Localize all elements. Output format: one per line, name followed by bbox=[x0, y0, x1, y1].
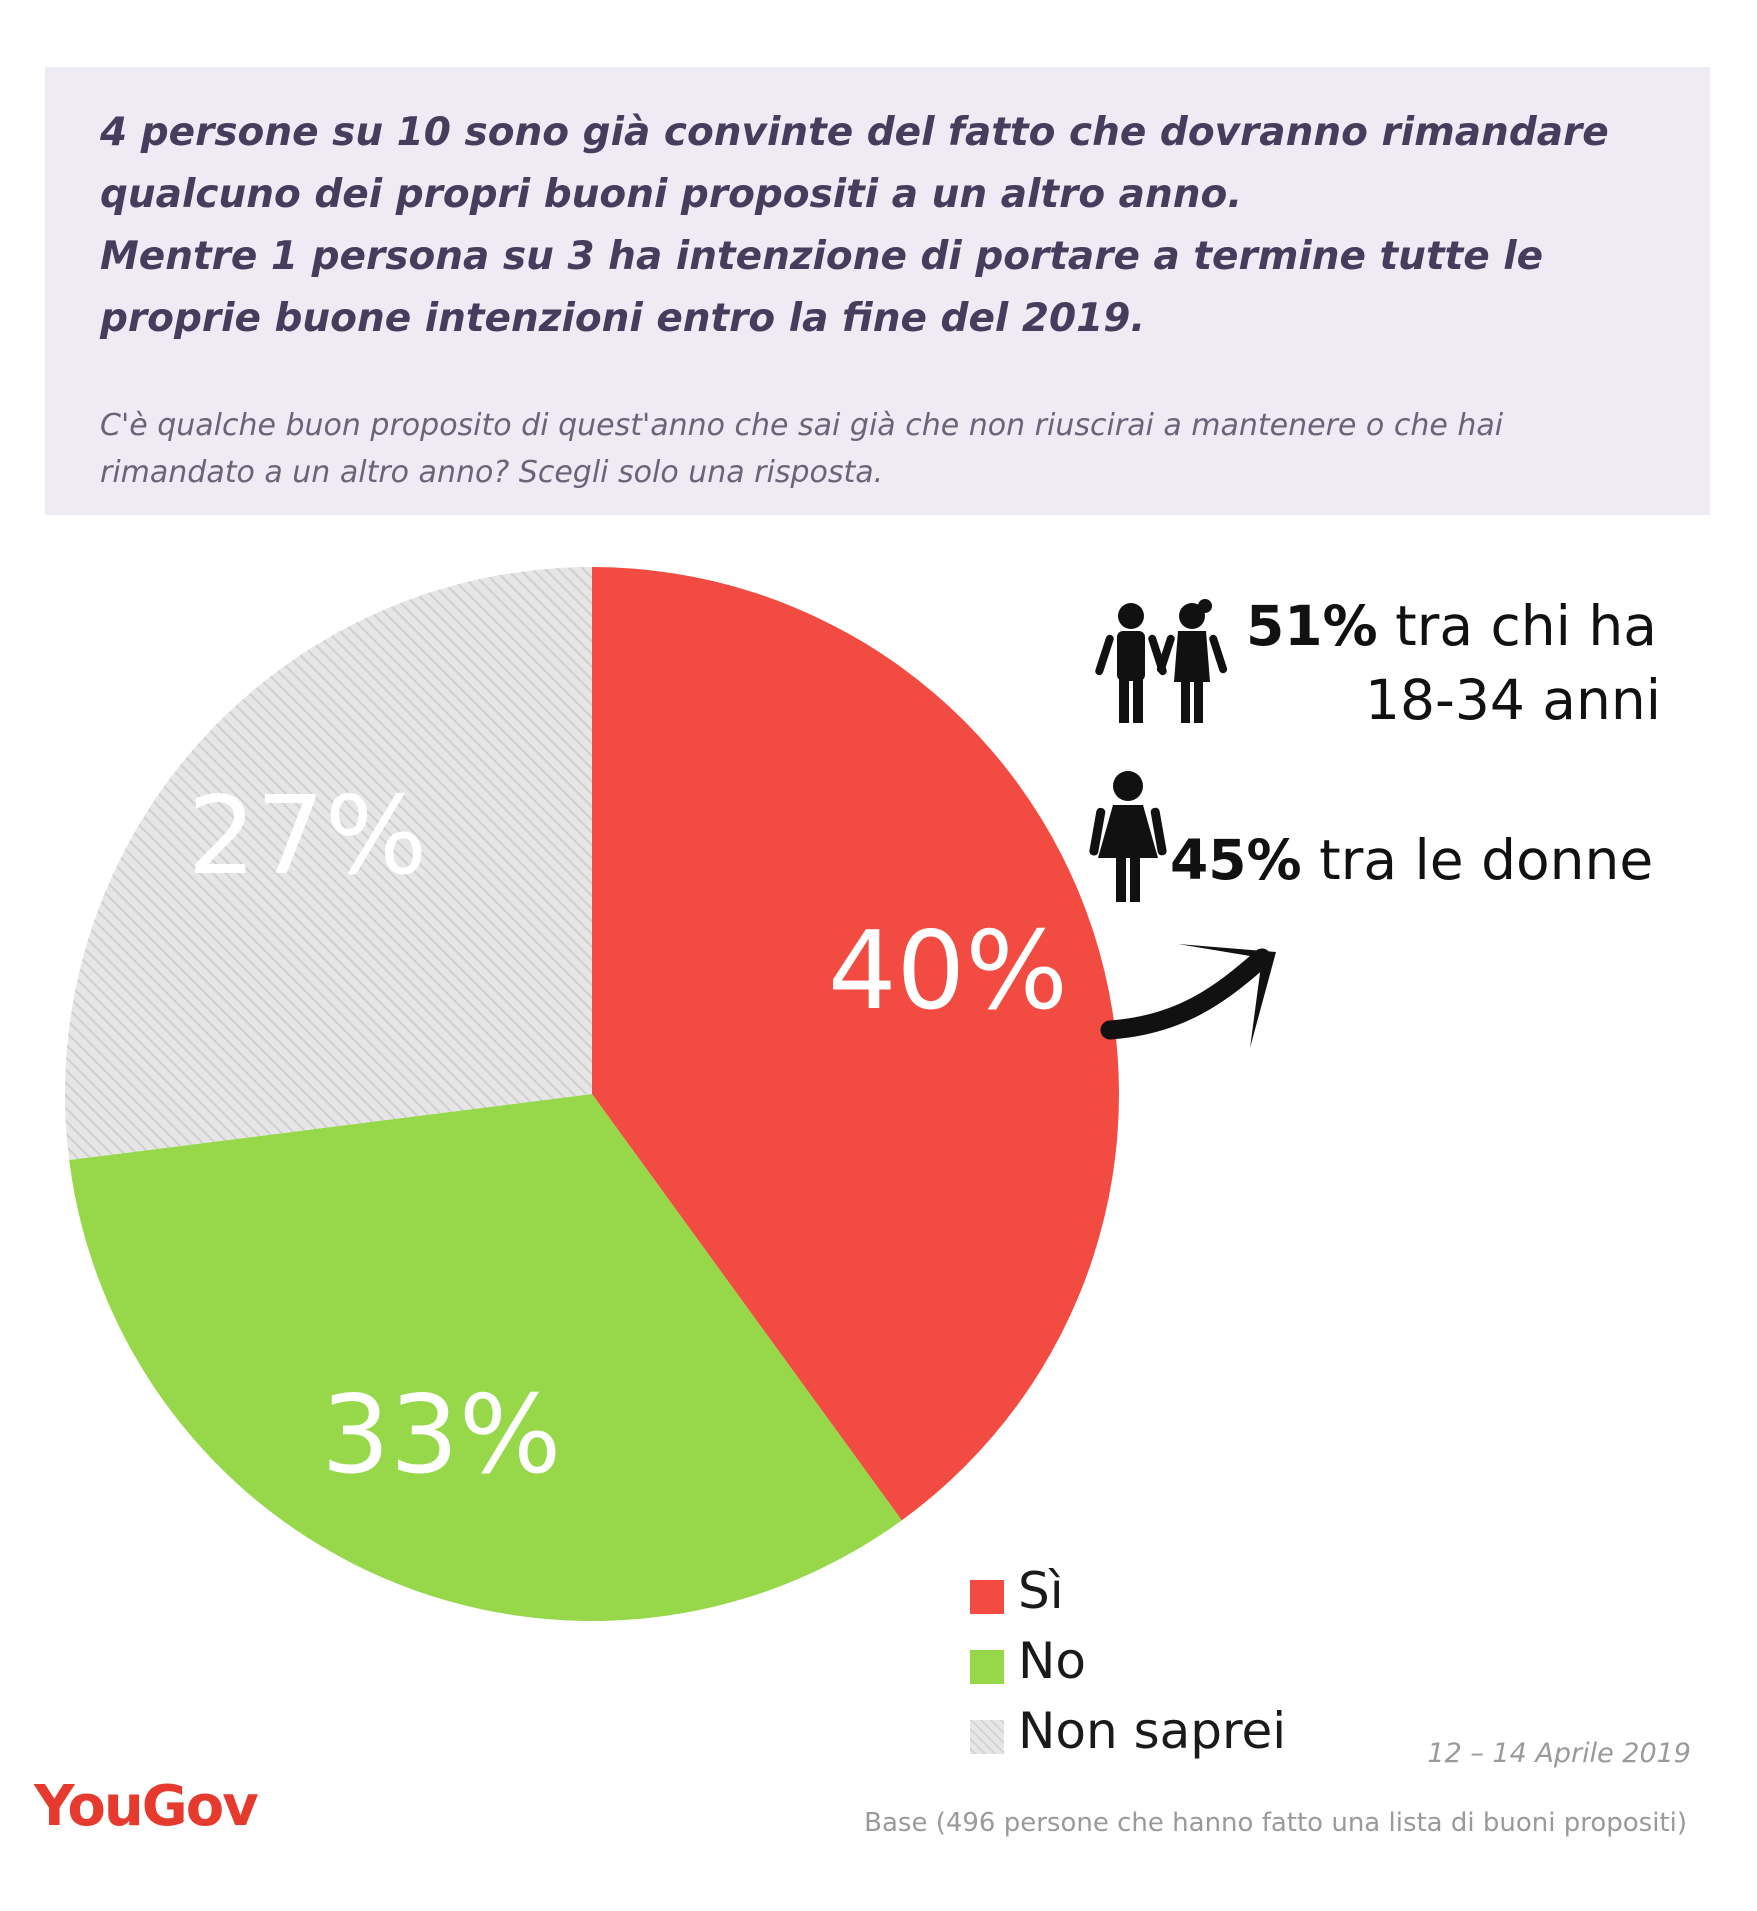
survey-question: C'è qualche buon proposito di quest'anno… bbox=[100, 402, 1680, 496]
pie-slice-s bbox=[592, 567, 1119, 1521]
legend-swatch-si bbox=[970, 1580, 1004, 1614]
woman-icon bbox=[1089, 771, 1167, 902]
callout-women-value: 45% bbox=[1170, 828, 1302, 892]
pie-slice-non-saprei bbox=[64, 567, 592, 1161]
callout-youth-text: tra chi ha bbox=[1377, 594, 1657, 658]
headline-line: 4 persone su 10 sono già convinte del fa… bbox=[100, 110, 1609, 155]
headline: 4 persone su 10 sono già convinte del fa… bbox=[100, 102, 1680, 350]
question-line: C'è qualche buon proposito di quest'anno… bbox=[100, 408, 1504, 443]
callout-youth-age: 18-34 anni bbox=[1365, 668, 1662, 732]
callout-youth-line2: 18-34 anni bbox=[1365, 668, 1661, 732]
survey-date: 12 – 14 Aprile 2019 bbox=[1427, 1738, 1691, 1769]
header-panel bbox=[45, 67, 1710, 515]
headline-line: Mentre 1 persona su 3 ha intenzione di p… bbox=[100, 234, 1544, 279]
pie-label-no: 33% bbox=[321, 1373, 561, 1498]
curved-arrow-icon bbox=[1100, 944, 1276, 1048]
legend-label-no: No bbox=[1018, 1632, 1086, 1690]
pie-label-s: 40% bbox=[828, 909, 1068, 1034]
pie-labels: 40% 33% 27% bbox=[187, 774, 1068, 1498]
boy-girl-icon bbox=[1095, 599, 1228, 723]
legend-label-non-saprei: Non saprei bbox=[1018, 1702, 1287, 1760]
yougov-logo: YouGov bbox=[34, 1774, 259, 1839]
legend-swatch-no bbox=[970, 1650, 1004, 1684]
callout-women: 45% tra le donne bbox=[1170, 828, 1653, 892]
question-line: rimandato a un altro anno? Scegli solo u… bbox=[100, 455, 884, 490]
pie-slice-no bbox=[69, 1094, 902, 1621]
callout-women-text: tra le donne bbox=[1301, 828, 1654, 892]
headline-line: qualcuno dei propri buoni propositi a un… bbox=[100, 172, 1243, 217]
legend-label-si: Sì bbox=[1018, 1562, 1064, 1620]
pie-label-non-saprei: 27% bbox=[187, 774, 427, 899]
survey-base: Base (496 persone che hanno fatto una li… bbox=[864, 1808, 1687, 1838]
callout-youth-value: 51% bbox=[1246, 594, 1378, 658]
pie-slices bbox=[64, 567, 1119, 1621]
callout-youth: 51% tra chi ha bbox=[1246, 594, 1657, 658]
headline-line: proprie buone intenzioni entro la fine d… bbox=[100, 296, 1146, 341]
legend-swatch-non-saprei bbox=[970, 1720, 1004, 1754]
